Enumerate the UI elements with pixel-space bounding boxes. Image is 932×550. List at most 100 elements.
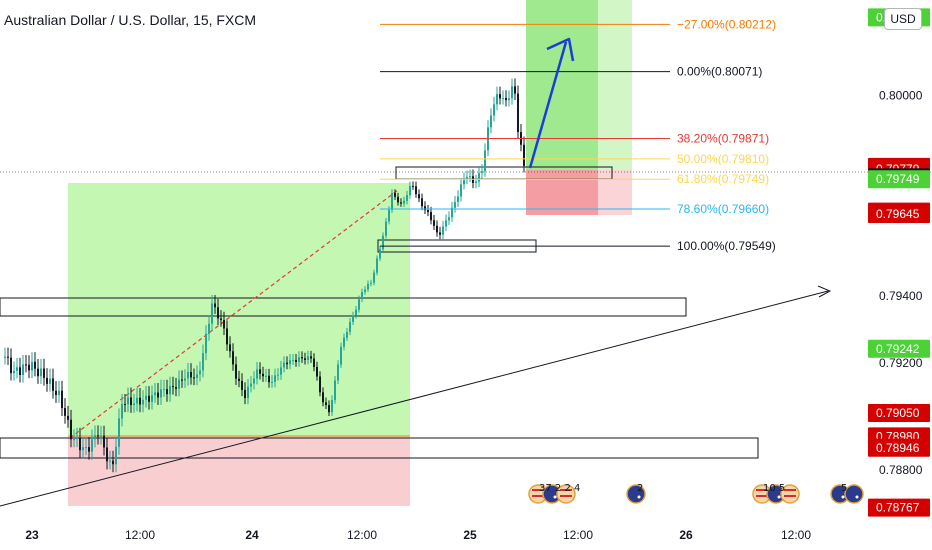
candle[interactable] <box>202 353 204 371</box>
candle[interactable] <box>76 437 78 440</box>
candle[interactable] <box>376 258 378 273</box>
candle[interactable] <box>382 235 384 250</box>
candle[interactable] <box>445 220 447 227</box>
candle[interactable] <box>82 447 84 451</box>
candle[interactable] <box>103 435 105 448</box>
support-box[interactable] <box>0 437 759 459</box>
rising-trend-line[interactable] <box>0 290 829 507</box>
candle[interactable] <box>124 403 126 405</box>
candle[interactable] <box>28 364 30 371</box>
candle[interactable] <box>256 369 258 379</box>
candle[interactable] <box>142 399 144 405</box>
candle[interactable] <box>163 389 165 391</box>
candle[interactable] <box>457 196 459 202</box>
candle[interactable] <box>301 357 303 359</box>
currency-button[interactable]: USD <box>884 8 922 30</box>
candle[interactable] <box>502 97 504 99</box>
candle[interactable] <box>352 315 354 322</box>
candle[interactable] <box>43 368 45 378</box>
candle[interactable] <box>310 356 312 359</box>
candle[interactable] <box>292 360 294 362</box>
candle[interactable] <box>178 379 180 389</box>
candle[interactable] <box>133 403 135 405</box>
candle[interactable] <box>280 367 282 375</box>
candle[interactable] <box>343 337 345 347</box>
candle[interactable] <box>397 196 399 203</box>
candle[interactable] <box>226 328 228 345</box>
candle[interactable] <box>52 378 54 391</box>
candle[interactable] <box>469 176 471 178</box>
candle[interactable] <box>64 408 66 416</box>
candle[interactable] <box>127 397 129 405</box>
candle[interactable] <box>232 351 234 365</box>
candle[interactable] <box>148 395 150 402</box>
candle[interactable] <box>322 392 324 403</box>
candle[interactable] <box>13 370 15 374</box>
candle[interactable] <box>10 357 12 374</box>
candle[interactable] <box>334 380 336 401</box>
candle[interactable] <box>223 319 225 329</box>
candle[interactable] <box>493 104 495 116</box>
candle[interactable] <box>37 368 39 377</box>
candle[interactable] <box>460 184 462 197</box>
candle[interactable] <box>340 346 342 365</box>
candle[interactable] <box>409 185 411 196</box>
candle[interactable] <box>67 415 69 420</box>
candle[interactable] <box>415 186 417 195</box>
candle[interactable] <box>373 272 375 283</box>
candle[interactable] <box>16 367 18 371</box>
price-badge[interactable] <box>868 205 930 224</box>
candle[interactable] <box>31 361 33 371</box>
candle[interactable] <box>58 390 60 396</box>
candle[interactable] <box>181 379 183 381</box>
candle[interactable] <box>61 390 63 409</box>
candle[interactable] <box>385 221 387 236</box>
candle[interactable] <box>337 364 339 381</box>
candle[interactable] <box>154 392 156 396</box>
candle[interactable] <box>157 392 159 398</box>
candle[interactable] <box>214 303 216 308</box>
candle[interactable] <box>271 381 273 383</box>
candle[interactable] <box>370 282 372 284</box>
candle[interactable] <box>196 374 198 379</box>
candle[interactable] <box>190 372 192 378</box>
candle[interactable] <box>250 383 252 387</box>
candle[interactable] <box>40 368 42 377</box>
au-flag-icon[interactable] <box>844 484 864 504</box>
price-badge[interactable] <box>868 438 930 457</box>
candle[interactable] <box>481 171 483 173</box>
candle[interactable] <box>115 446 117 465</box>
candle[interactable] <box>247 386 249 399</box>
candle[interactable] <box>253 378 255 384</box>
candle[interactable] <box>358 299 360 310</box>
candle[interactable] <box>328 405 330 413</box>
candle[interactable] <box>34 361 36 369</box>
candle[interactable] <box>259 369 261 374</box>
candle[interactable] <box>319 376 321 393</box>
candle[interactable] <box>406 195 408 201</box>
candle[interactable] <box>274 375 276 382</box>
candle[interactable] <box>235 364 237 379</box>
candle[interactable] <box>130 397 132 405</box>
candle[interactable] <box>241 380 243 390</box>
candle[interactable] <box>79 437 81 451</box>
candle[interactable] <box>193 377 195 379</box>
candle[interactable] <box>388 209 390 222</box>
candle[interactable] <box>166 389 168 395</box>
candle[interactable] <box>430 212 432 221</box>
candle[interactable] <box>112 460 114 465</box>
candle[interactable] <box>55 390 57 396</box>
candle[interactable] <box>88 447 90 452</box>
candle[interactable] <box>217 307 219 319</box>
candle[interactable] <box>514 86 516 94</box>
candle[interactable] <box>25 364 27 366</box>
candle[interactable] <box>346 331 348 338</box>
candle[interactable] <box>454 201 456 208</box>
candle[interactable] <box>418 194 420 199</box>
candle[interactable] <box>265 375 267 377</box>
candle[interactable] <box>19 367 21 376</box>
candle[interactable] <box>379 249 381 259</box>
projection-arrow-shaft[interactable] <box>528 41 568 169</box>
candle[interactable] <box>490 115 492 128</box>
candle[interactable] <box>394 193 396 197</box>
